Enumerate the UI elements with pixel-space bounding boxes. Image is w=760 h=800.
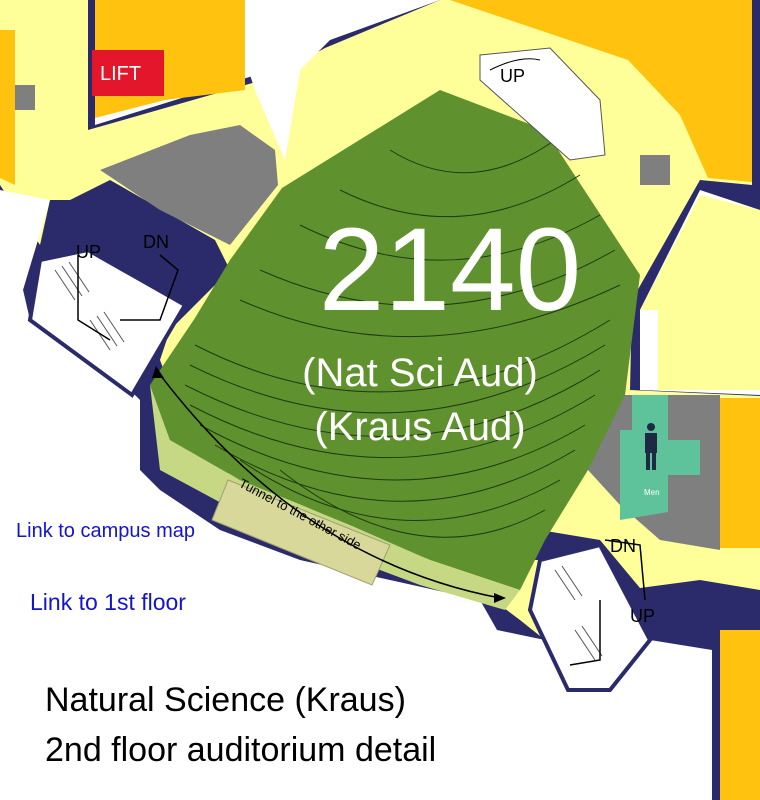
room-alias-kraus: (Kraus Aud) [314,405,525,449]
lift: LIFT [92,50,164,96]
seating-rows [184,139,621,538]
tunnel-arrowhead-start [152,366,164,378]
men-label: Men [644,488,660,497]
stair-down-label: DN [610,536,636,556]
staircase-icon [27,247,188,398]
restroom-floor [620,395,700,520]
service-room-closet [640,155,670,185]
staircase-east: DN UP [527,536,655,692]
staircase-west: UP DN [27,232,188,398]
caption-detail: 2nd floor auditorium detail [45,731,437,769]
staircase-north: UP [479,47,606,161]
exterior-cutout [0,560,712,800]
tunnel-box [211,479,391,586]
stair-up-label: UP [500,66,525,86]
room-west [0,30,15,185]
room-southeast [720,630,760,800]
caption-building: Natural Science (Kraus) [45,681,406,719]
tunnel-arrowhead-end [494,593,506,603]
staircase-icon [527,542,653,692]
staircase-icon [479,47,606,161]
service-room-small [15,85,35,110]
tunnel-arrow [157,371,501,599]
person-icon [645,423,657,470]
restroom-men: Men [620,395,700,520]
campus-map-link[interactable]: Link to campus map [16,520,195,542]
auditorium-floor [150,90,640,590]
lift-label: LIFT [100,63,141,85]
light-well [640,310,658,390]
room-northeast [450,0,752,182]
first-floor-link[interactable]: Link to 1st floor [30,589,186,615]
room-alias-nat-sci: (Nat Sci Aud) [302,351,538,395]
room-number: 2140 [319,204,582,336]
lift-box [92,50,164,96]
stair-down-label: DN [143,232,169,252]
stair-up-label: UP [76,242,101,262]
stair-up-label: UP [630,606,655,626]
service-room-west [100,125,278,245]
exterior-cutout [0,190,50,300]
room-east [720,398,760,548]
exterior-cutout [245,0,440,160]
auditorium-2140: Tunnel to the other side 2140 (Nat Sci A… [150,90,640,610]
hallway-east [640,195,760,390]
